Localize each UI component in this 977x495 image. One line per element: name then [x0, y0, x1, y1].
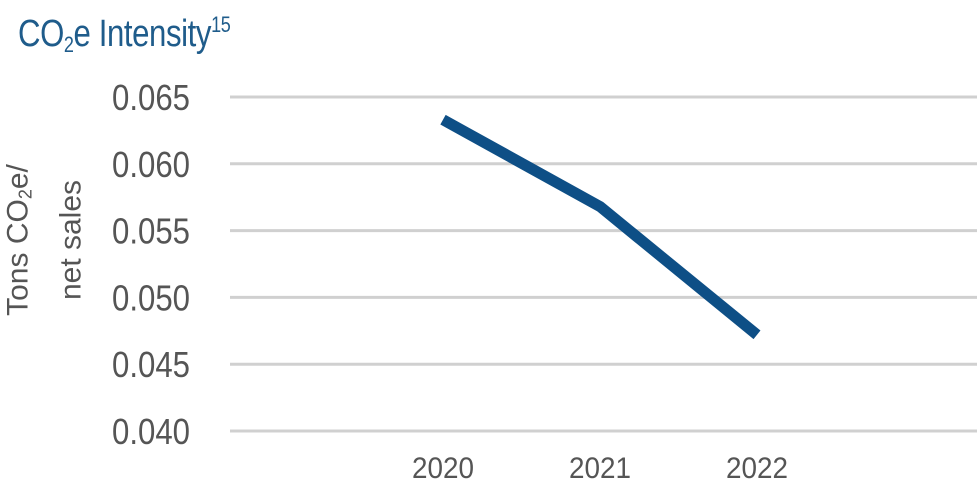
x-tick-label: 2022 [726, 452, 788, 485]
y-tick-label: 0.040 [112, 411, 190, 452]
y-tick-label: 0.050 [112, 277, 190, 318]
x-tick-labels: 2020 2021 2022 [412, 452, 788, 485]
y-tick-labels: 0.065 0.060 0.055 0.050 0.045 0.040 [112, 77, 190, 452]
y-tick-label: 0.045 [112, 344, 190, 385]
title-subscript: 2 [63, 32, 74, 57]
series-line [440, 114, 761, 340]
chart-title: CO2e Intensity15 [18, 12, 231, 58]
series-lines [440, 114, 761, 340]
x-tick-label: 2020 [412, 452, 474, 485]
gridlines [230, 95, 977, 433]
y-tick-label: 0.065 [112, 77, 190, 118]
x-tick-label: 2021 [569, 452, 631, 485]
title-prefix: CO [18, 13, 64, 55]
title-superscript: 15 [211, 12, 231, 37]
title-suffix: e Intensity [73, 13, 212, 55]
y-tick-label: 0.060 [112, 144, 190, 185]
y-tick-label: 0.055 [112, 211, 190, 252]
